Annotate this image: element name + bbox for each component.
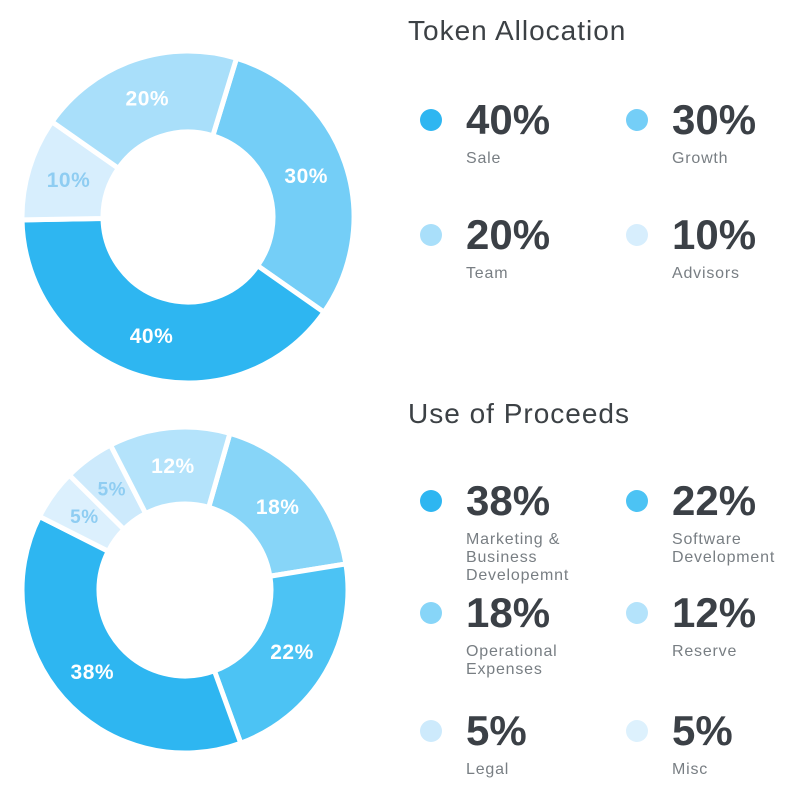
advisors-percent: 10%: [672, 211, 757, 258]
legal-label: Legal: [466, 761, 510, 778]
sale-dot-icon: [420, 109, 442, 131]
legend-text: 30% Growth: [672, 99, 756, 168]
slice-percent-label-software-development: 22%: [270, 641, 314, 664]
slice-percent-label-misc: 5%: [70, 507, 98, 528]
software-label: Software Development: [672, 531, 776, 566]
token-allocation-donut: 30% 40% 10% 20%: [19, 48, 357, 386]
growth-dot-icon: [626, 109, 648, 131]
use-of-proceeds-title: Use of Proceeds: [408, 398, 630, 429]
slice-percent-label-operational-expenses: 18%: [256, 496, 300, 519]
legend-item-operational: 18% Operational Expenses: [420, 592, 611, 679]
marketing-dot-icon: [420, 490, 442, 512]
slice-percent-label-sale: 40%: [130, 325, 174, 348]
donut-slice-operational-expenses: [205, 430, 349, 580]
legend-text: 5% Misc: [672, 710, 733, 779]
marketing-label: Marketing & Business Developemnt: [466, 531, 570, 584]
legend-item-growth: 30% Growth: [626, 99, 756, 168]
software-percent: 22%: [672, 477, 757, 524]
legend-item-misc: 5% Misc: [626, 710, 733, 779]
misc-label: Misc: [672, 761, 709, 778]
legend-text: 10% Advisors: [672, 214, 756, 283]
legend-text: 40% Sale: [466, 99, 550, 168]
legend-item-reserve: 12% Reserve: [626, 592, 756, 661]
legend-text: 38% Marketing & Business Developemnt: [466, 480, 611, 585]
legend-text: 12% Reserve: [672, 592, 756, 661]
legend-item-legal: 5% Legal: [420, 710, 527, 779]
legend-item-marketing: 38% Marketing & Business Developemnt: [420, 480, 611, 585]
misc-percent: 5%: [672, 707, 733, 754]
team-percent: 20%: [466, 211, 551, 258]
reserve-label: Reserve: [672, 643, 738, 660]
legend-item-team: 20% Team: [420, 214, 550, 283]
sale-label: Sale: [466, 150, 502, 167]
software-dot-icon: [626, 490, 648, 512]
advisors-dot-icon: [626, 224, 648, 246]
legal-percent: 5%: [466, 707, 527, 754]
legend-item-software: 22% Software Development: [626, 480, 800, 567]
donut-slice-software-development: [211, 561, 351, 747]
token-allocation-title: Token Allocation: [408, 15, 627, 46]
donut-slice-marketing-business-developemnt: [19, 513, 244, 756]
donut-slice-team: [48, 48, 240, 172]
operational-dot-icon: [420, 602, 442, 624]
slice-percent-label-reserve: 12%: [151, 455, 195, 478]
use-of-proceeds-donut: 18% 22% 38% 5%5% 12%: [19, 424, 351, 756]
advisors-label: Advisors: [672, 265, 740, 282]
legend-text: 18% Operational Expenses: [466, 592, 611, 679]
team-label: Team: [466, 265, 509, 282]
legend-item-advisors: 10% Advisors: [626, 214, 756, 283]
legend-text: 22% Software Development: [672, 480, 800, 567]
operational-percent: 18%: [466, 589, 551, 636]
marketing-percent: 38%: [466, 477, 551, 524]
legend-text: 5% Legal: [466, 710, 527, 779]
slice-percent-label-team: 20%: [126, 87, 170, 110]
slice-percent-label-growth: 30%: [284, 165, 328, 188]
donut-slice-reserve: [107, 424, 234, 517]
operational-label: Operational Expenses: [466, 643, 558, 678]
sale-percent: 40%: [466, 96, 551, 143]
legend-item-sale: 40% Sale: [420, 99, 550, 168]
misc-dot-icon: [626, 720, 648, 742]
legend-text: 20% Team: [466, 214, 550, 283]
growth-percent: 30%: [672, 96, 757, 143]
donut-slice-growth: [209, 55, 357, 316]
growth-label: Growth: [672, 150, 729, 167]
donut-slice-sale: [19, 215, 328, 386]
team-dot-icon: [420, 224, 442, 246]
reserve-dot-icon: [626, 602, 648, 624]
slice-percent-label-advisors: 10%: [47, 169, 91, 192]
slice-percent-label-legal: 5%: [98, 479, 126, 500]
slice-percent-label-marketing-business-developemnt: 38%: [71, 661, 115, 684]
legal-dot-icon: [420, 720, 442, 742]
reserve-percent: 12%: [672, 589, 757, 636]
